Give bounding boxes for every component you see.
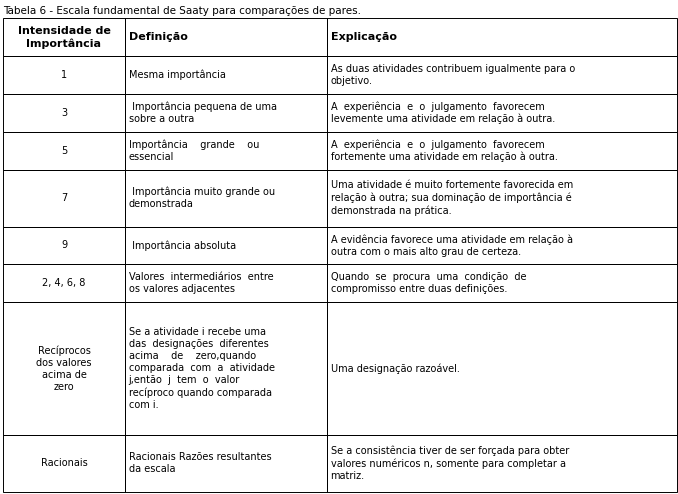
Bar [3, 170, 125, 227]
Text: 5: 5 [61, 146, 67, 156]
Text: 1: 1 [61, 70, 67, 80]
Bar [3, 94, 125, 132]
Text: Importância absoluta: Importância absoluta [129, 240, 236, 250]
Bar [327, 435, 677, 492]
Bar [3, 132, 125, 170]
Bar [125, 18, 327, 56]
Bar [3, 227, 125, 264]
Bar [327, 227, 677, 264]
Bar [125, 94, 327, 132]
Text: Definição: Definição [129, 32, 188, 42]
Text: Se a consistência tiver de ser forçada para obter
valores numéricos n, somente p: Se a consistência tiver de ser forçada p… [331, 446, 569, 481]
Text: Racionais Razões resultantes
da escala: Racionais Razões resultantes da escala [129, 452, 271, 474]
Bar [3, 56, 125, 94]
Bar [3, 264, 125, 302]
Bar [327, 132, 677, 170]
Text: Tabela 6 - Escala fundamental de Saaty para comparações de pares.: Tabela 6 - Escala fundamental de Saaty p… [3, 6, 361, 16]
Bar [3, 302, 125, 435]
Text: 7: 7 [61, 193, 67, 203]
Text: Importância pequena de uma
sobre a outra: Importância pequena de uma sobre a outra [129, 102, 277, 124]
Bar [3, 435, 125, 492]
Text: 9: 9 [61, 241, 67, 250]
Text: Racionais: Racionais [41, 458, 87, 468]
Bar [327, 18, 677, 56]
Text: As duas atividades contribuem igualmente para o
objetivo.: As duas atividades contribuem igualmente… [331, 64, 575, 86]
Text: Explicação: Explicação [331, 32, 397, 42]
Text: Se a atividade i recebe uma
das  designações  diferentes
acima    de    zero,qua: Se a atividade i recebe uma das designaç… [129, 327, 275, 410]
Text: Quando  se  procura  uma  condição  de
compromisso entre duas definições.: Quando se procura uma condição de compro… [331, 272, 526, 294]
Bar [327, 56, 677, 94]
Text: Recíprocos
dos valores
acima de
zero: Recíprocos dos valores acima de zero [36, 345, 92, 392]
Text: Intensidade de
Importância: Intensidade de Importância [18, 26, 111, 48]
Bar [125, 170, 327, 227]
Text: Uma designação razoável.: Uma designação razoável. [331, 363, 460, 374]
Bar [125, 56, 327, 94]
Text: Importância    grande    ou
essencial: Importância grande ou essencial [129, 139, 259, 162]
Text: Importância muito grande ou
demonstrada: Importância muito grande ou demonstrada [129, 187, 275, 209]
Bar [327, 170, 677, 227]
Text: Valores  intermediários  entre
os valores adjacentes: Valores intermediários entre os valores … [129, 272, 273, 294]
Text: 2, 4, 6, 8: 2, 4, 6, 8 [42, 278, 85, 288]
Bar [125, 132, 327, 170]
Bar [327, 302, 677, 435]
Text: A  experiência  e  o  julgamento  favorecem
fortemente uma atividade em relação : A experiência e o julgamento favorecem f… [331, 139, 557, 163]
Bar [327, 94, 677, 132]
Bar [125, 264, 327, 302]
Bar [125, 227, 327, 264]
Bar [125, 302, 327, 435]
Bar [3, 18, 125, 56]
Text: Uma atividade é muito fortemente favorecida em
relação à outra; sua dominação de: Uma atividade é muito fortemente favorec… [331, 180, 573, 216]
Text: A evidência favorece uma atividade em relação à
outra com o mais alto grau de ce: A evidência favorece uma atividade em re… [331, 234, 573, 257]
Text: 3: 3 [61, 108, 67, 118]
Text: A  experiência  e  o  julgamento  favorecem
levemente uma atividade em relação à: A experiência e o julgamento favorecem l… [331, 101, 555, 124]
Bar [125, 435, 327, 492]
Text: Mesma importância: Mesma importância [129, 70, 226, 81]
Bar [327, 264, 677, 302]
